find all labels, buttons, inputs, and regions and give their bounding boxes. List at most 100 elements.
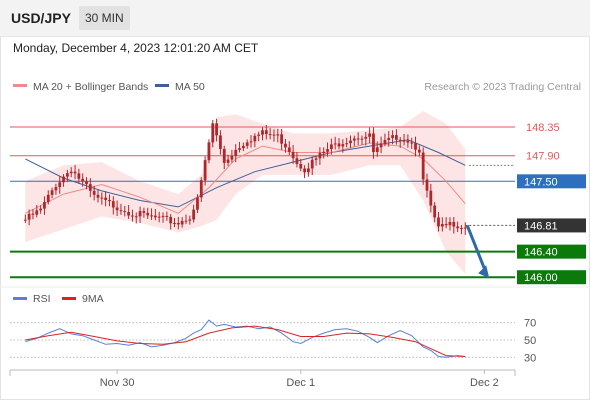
rsi-legend-label: RSI — [33, 293, 51, 305]
candle-body — [360, 138, 364, 140]
rsi-line — [25, 319, 466, 358]
candle-body — [176, 222, 180, 225]
rsi-ma-line — [25, 325, 466, 357]
candle-body — [142, 211, 146, 213]
candle-body — [257, 134, 261, 136]
candle-body — [364, 136, 368, 139]
candle-body — [410, 142, 414, 144]
candle-body — [345, 143, 349, 145]
candle-body — [241, 145, 245, 149]
candle-body — [92, 190, 96, 195]
candle-body — [398, 139, 402, 142]
candle-body — [58, 182, 62, 188]
candle-body — [196, 197, 199, 210]
candle-body — [402, 140, 406, 142]
candle-body — [276, 134, 280, 136]
candle-body — [421, 152, 425, 180]
candle-body — [314, 158, 318, 160]
candle-body — [173, 222, 176, 224]
candle-body — [417, 149, 421, 153]
candle-body — [440, 224, 444, 227]
candle-body — [199, 180, 203, 198]
candle-body — [188, 219, 192, 221]
candle-body — [261, 130, 264, 135]
candle-body — [391, 135, 394, 138]
candle-body — [291, 151, 295, 159]
candle-body — [65, 173, 69, 177]
candle-body — [161, 215, 165, 217]
candle-body — [383, 139, 387, 144]
candle-body — [73, 171, 77, 174]
rsi-legend-swatch — [62, 297, 76, 300]
candle-body — [184, 220, 188, 222]
bollinger-band — [25, 111, 466, 274]
candle-body — [433, 205, 437, 218]
candle-body — [39, 208, 43, 211]
candle-body — [115, 207, 119, 211]
chart-header: USD/JPY 30 MIN — [0, 0, 590, 37]
candle-body — [134, 216, 138, 218]
candle-body — [303, 168, 306, 173]
candle-body — [219, 135, 222, 149]
candle-body — [215, 123, 218, 136]
candle-body — [238, 148, 241, 150]
candle-body — [333, 143, 337, 145]
candle-body — [368, 133, 372, 137]
candle-body — [50, 190, 54, 195]
candle-body — [226, 159, 230, 163]
candle-body — [35, 210, 39, 215]
rsi-legend-label: 9MA — [82, 293, 104, 305]
rsi-tick-label: 30 — [524, 352, 536, 364]
candle-body — [437, 217, 440, 227]
candle-body — [452, 222, 456, 227]
candle-body — [264, 130, 268, 135]
candle-body — [69, 171, 73, 174]
resistance-label: 147.90 — [526, 151, 560, 163]
candle-body — [460, 227, 463, 229]
candle-body — [253, 135, 257, 142]
candle-body — [85, 181, 88, 185]
candle-body — [43, 201, 46, 209]
candle-body — [310, 159, 314, 169]
candle-body — [280, 134, 284, 144]
candle-body — [322, 151, 326, 154]
forecast-arrow-head — [478, 265, 490, 279]
candle-body — [272, 134, 276, 136]
chart-datetime: Monday, December 4, 2023 12:01:20 AM CET — [13, 41, 259, 55]
support-label: 146.40 — [524, 247, 558, 259]
candle-body — [138, 211, 142, 217]
candle-body — [318, 153, 322, 159]
candle-body — [150, 215, 153, 217]
x-tick-label: Dec 1 — [286, 377, 315, 389]
candle-body — [119, 210, 123, 212]
candle-body — [81, 178, 85, 182]
current-price-box — [517, 218, 586, 233]
candle-body — [429, 190, 433, 206]
candle-body — [111, 201, 115, 208]
candle-body — [77, 173, 81, 179]
rsi-tick-label: 50 — [524, 335, 536, 347]
support-box — [517, 244, 586, 259]
symbol-title: USD/JPY — [11, 10, 71, 26]
candle-body — [375, 147, 379, 152]
candle-body — [295, 158, 299, 165]
candle-body — [23, 219, 27, 221]
candle-body — [88, 184, 92, 191]
legend-swatch — [155, 84, 169, 87]
candle-body — [387, 137, 391, 140]
candle-body — [379, 143, 383, 148]
current-price-label: 146.81 — [524, 220, 558, 232]
rsi-tick-label: 70 — [524, 318, 536, 330]
candle-body — [123, 211, 127, 213]
candle-body — [180, 220, 184, 225]
candle-body — [127, 212, 130, 216]
timeframe-button[interactable]: 30 MIN — [79, 6, 130, 30]
rsi-legend-swatch — [13, 297, 27, 300]
candle-body — [211, 123, 215, 143]
candle-body — [284, 143, 287, 148]
candle-body — [395, 135, 398, 140]
candle-body — [326, 149, 329, 152]
candle-body — [27, 213, 31, 220]
candle-body — [337, 143, 341, 147]
